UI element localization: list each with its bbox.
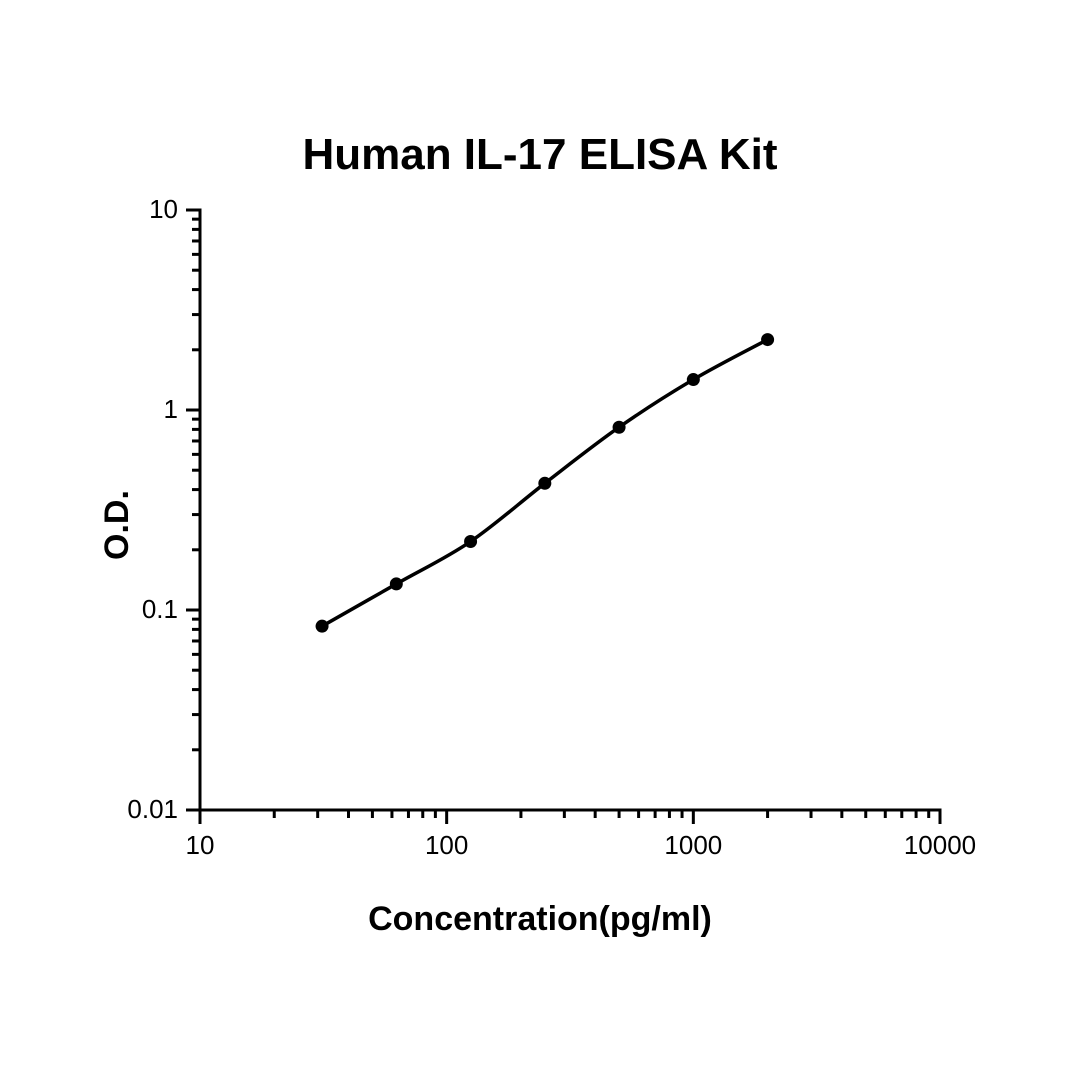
x-tick-label: 100 bbox=[407, 830, 487, 861]
elisa-standard-curve: Human IL-17 ELISA Kit O.D. Concentration… bbox=[0, 0, 1080, 1080]
x-tick-label: 10 bbox=[160, 830, 240, 861]
x-tick-label: 1000 bbox=[653, 830, 733, 861]
x-tick-label: 10000 bbox=[900, 830, 980, 861]
y-tick-label: 10 bbox=[149, 194, 178, 225]
y-tick-label: 1 bbox=[164, 394, 178, 425]
y-tick-label: 0.01 bbox=[127, 794, 178, 825]
chart-svg bbox=[0, 0, 1080, 1080]
y-tick-label: 0.1 bbox=[142, 594, 178, 625]
